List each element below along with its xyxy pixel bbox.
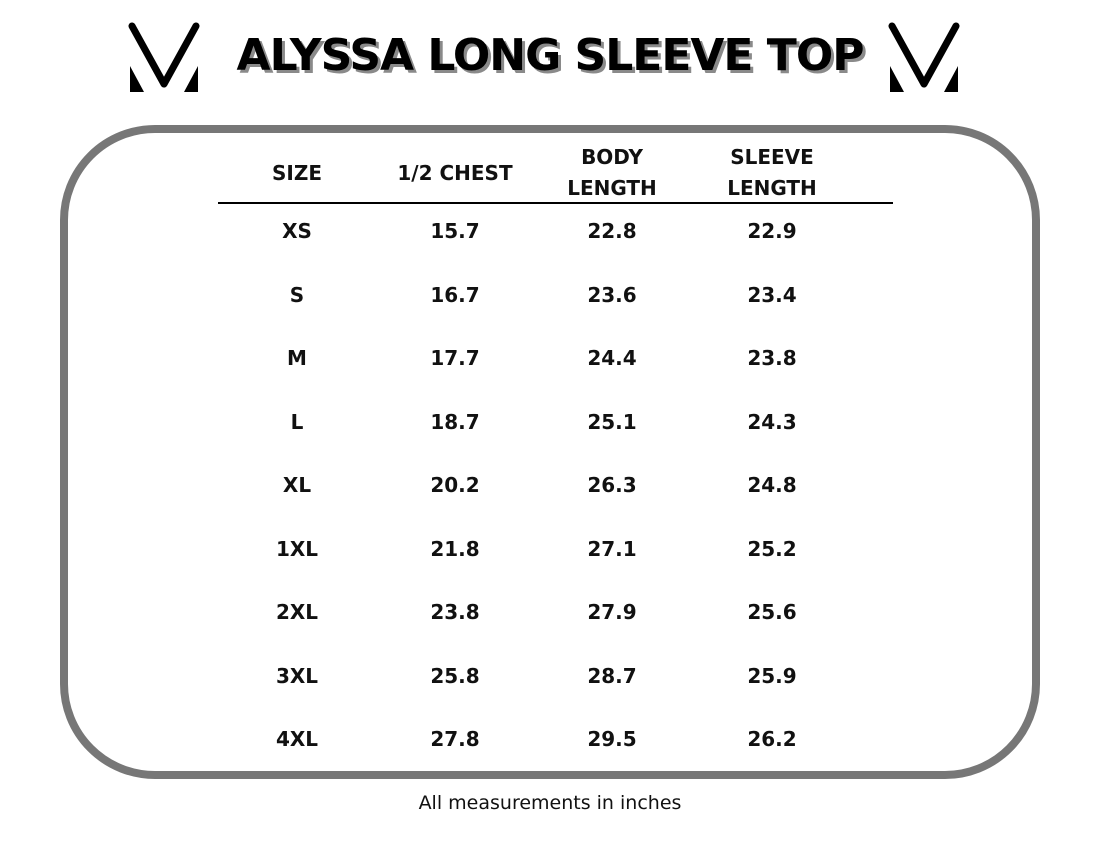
measurement-cell: 27.1 — [587, 536, 637, 561]
size-cell: S — [289, 282, 305, 307]
measurement-cell: 21.8 — [430, 536, 480, 561]
measurement-cell: 26.3 — [587, 473, 637, 497]
measurement-cell: 22.9 — [747, 219, 797, 243]
measurement-cell: 20.2 — [430, 473, 480, 497]
size-cell: 1XL — [275, 536, 319, 561]
header-divider — [218, 202, 893, 204]
size-cell: 4XL — [275, 727, 319, 751]
size-cell: 3XL — [275, 663, 319, 688]
size-cell: 2XL — [275, 600, 319, 624]
measurement-cell: 24.3 — [747, 409, 797, 434]
page-title: ALYSSA LONG SLEEVE TOP — [236, 30, 865, 81]
measurement-cell: 28.7 — [587, 663, 637, 688]
size-cell: L — [290, 409, 304, 434]
measurement-cell: 27.9 — [587, 600, 637, 624]
measurement-cell: 25.2 — [747, 536, 797, 561]
measurement-cell: 22.8 — [587, 219, 637, 243]
measurement-cell: 15.7 — [430, 219, 480, 243]
column-header: SLEEVE LENGTH — [727, 145, 817, 200]
measurement-cell: 16.7 — [430, 282, 480, 307]
measurement-cell: 24.8 — [747, 473, 797, 497]
size-cell: XL — [282, 473, 312, 497]
column-header: BODY LENGTH — [567, 145, 657, 200]
measurement-cell: 25.6 — [747, 600, 797, 624]
column-header: SIZE — [271, 161, 322, 185]
measurement-cell: 25.1 — [587, 409, 637, 434]
measurement-cell: 23.8 — [430, 600, 480, 624]
measurement-cell: 17.7 — [430, 346, 480, 370]
v-monogram-icon — [128, 22, 200, 92]
measurement-cell: 23.8 — [747, 346, 797, 370]
measurement-cell: 24.4 — [587, 346, 637, 370]
measurement-cell: 27.8 — [430, 727, 480, 751]
size-cell: M — [287, 346, 307, 370]
measurement-cell: 18.7 — [430, 409, 480, 434]
column-header: 1/2 CHEST — [397, 161, 513, 185]
measurement-cell: 23.4 — [747, 282, 797, 307]
v-monogram-icon — [888, 22, 960, 92]
size-chart-frame — [60, 125, 1040, 779]
size-cell: XS — [282, 219, 312, 243]
measurement-cell: 25.8 — [430, 663, 480, 688]
measurement-cell: 26.2 — [747, 727, 797, 751]
measurement-cell: 23.6 — [587, 282, 637, 307]
measurement-cell: 25.9 — [747, 663, 797, 688]
footnote: All measurements in inches — [418, 792, 682, 814]
measurement-cell: 29.5 — [587, 727, 637, 751]
